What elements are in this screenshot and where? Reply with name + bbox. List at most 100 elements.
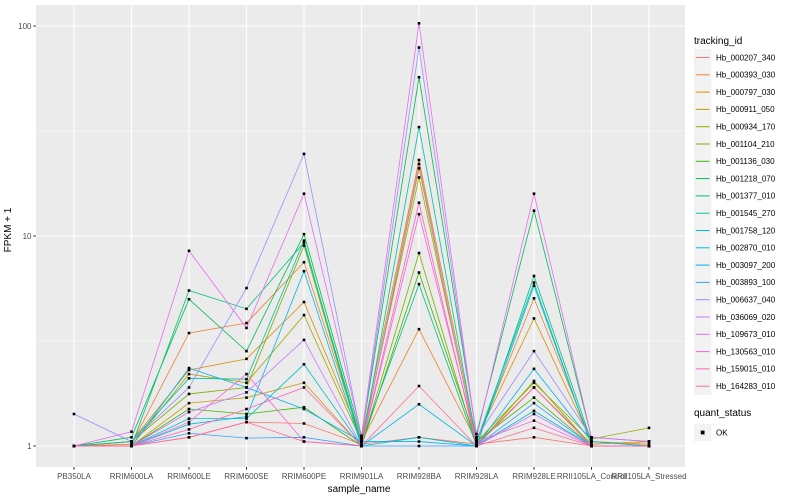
- x-tick-label: RRIM600LA: [110, 472, 154, 481]
- data-point: [187, 410, 191, 414]
- data-point: [302, 422, 306, 425]
- data-point: [245, 349, 248, 353]
- legend-item-label: Hb_000911_050: [716, 105, 775, 114]
- data-point: [302, 362, 306, 366]
- legend-title-tracking-id: tracking_id: [694, 36, 742, 47]
- data-point: [130, 440, 133, 443]
- x-tick-label: PB350LA: [57, 472, 91, 481]
- data-point: [475, 440, 478, 443]
- data-point: [245, 381, 248, 385]
- data-point: [72, 444, 76, 448]
- data-point: [532, 367, 536, 371]
- y-tick-label: 10: [23, 232, 32, 241]
- data-point: [590, 436, 593, 439]
- data-point: [647, 442, 651, 446]
- data-point: [302, 405, 306, 409]
- data-point: [417, 176, 421, 179]
- data-point: [532, 426, 536, 430]
- y-tick-label: 1: [27, 442, 32, 451]
- data-point: [245, 377, 248, 381]
- data-point: [187, 428, 191, 431]
- data-point: [187, 431, 191, 435]
- data-point: [532, 349, 536, 353]
- legend-item-label: Hb_000393_030: [716, 71, 776, 80]
- legend-item-label: Hb_001545_270: [716, 209, 776, 218]
- data-point: [302, 152, 306, 156]
- legend-item-label: Hb_003893_100: [716, 278, 776, 287]
- data-point: [302, 269, 306, 273]
- data-point: [532, 396, 536, 399]
- x-tick-label: RRIM928LE: [512, 472, 556, 481]
- data-point: [417, 282, 421, 286]
- data-point: [532, 379, 536, 383]
- data-point: [187, 422, 191, 426]
- data-point: [302, 386, 306, 389]
- data-point: [590, 442, 593, 446]
- x-tick-label: RRII105LA_Stressed: [611, 472, 686, 481]
- data-point: [302, 192, 306, 196]
- data-point: [532, 209, 536, 212]
- data-point: [187, 331, 191, 335]
- data-point: [187, 297, 191, 301]
- data-point: [417, 22, 421, 25]
- x-tick-label: RRIM928LA: [455, 472, 499, 481]
- data-point: [532, 381, 536, 385]
- data-point: [532, 409, 536, 413]
- data-point: [417, 440, 421, 443]
- x-tick-label: RRIM600PE: [282, 472, 326, 481]
- data-point: [532, 401, 536, 405]
- data-point: [187, 377, 191, 380]
- legend-item-label: Hb_001758_120: [716, 226, 776, 235]
- data-point: [475, 437, 478, 441]
- data-point: [245, 321, 248, 325]
- data-point: [417, 436, 421, 439]
- data-point: [302, 338, 306, 342]
- data-point: [475, 436, 478, 439]
- data-point: [245, 326, 248, 330]
- quant-status-ok-label: OK: [716, 429, 728, 438]
- data-point: [245, 357, 248, 361]
- data-point: [417, 158, 421, 162]
- data-point: [245, 386, 248, 389]
- data-point: [417, 251, 421, 255]
- data-point: [360, 434, 363, 437]
- data-point: [417, 162, 421, 166]
- x-tick-label: RRIM928BA: [397, 472, 442, 481]
- data-point: [532, 274, 536, 278]
- data-point: [302, 241, 306, 244]
- legend-item-label: Hb_164283_010: [716, 382, 776, 391]
- data-point: [417, 384, 421, 388]
- data-point: [417, 201, 421, 205]
- data-point: [302, 260, 306, 264]
- data-point: [360, 437, 363, 441]
- data-point: [302, 232, 306, 236]
- data-point: [302, 239, 306, 242]
- y-tick-label: 100: [18, 22, 32, 31]
- data-point: [187, 372, 191, 376]
- legend-item-label: Hb_000207_340: [716, 53, 776, 62]
- data-point: [417, 271, 421, 274]
- data-point: [302, 313, 306, 317]
- data-point: [187, 368, 191, 372]
- data-point: [360, 436, 363, 439]
- data-point: [302, 244, 306, 247]
- data-point: [647, 440, 651, 443]
- data-point: [187, 289, 191, 292]
- legend-item-label: Hb_002870_010: [716, 244, 776, 253]
- data-point: [417, 125, 421, 129]
- data-point: [187, 436, 191, 439]
- legend-item-label: Hb_001377_010: [716, 192, 776, 201]
- data-point: [245, 396, 248, 399]
- data-point: [187, 420, 191, 424]
- data-point: [187, 366, 191, 370]
- data-point: [130, 436, 133, 439]
- data-point: [475, 442, 478, 446]
- data-point: [302, 436, 306, 439]
- data-point: [72, 412, 76, 416]
- data-point: [130, 442, 133, 446]
- data-point: [532, 436, 536, 439]
- data-point: [245, 420, 248, 424]
- data-point: [245, 286, 248, 290]
- data-point: [245, 372, 248, 376]
